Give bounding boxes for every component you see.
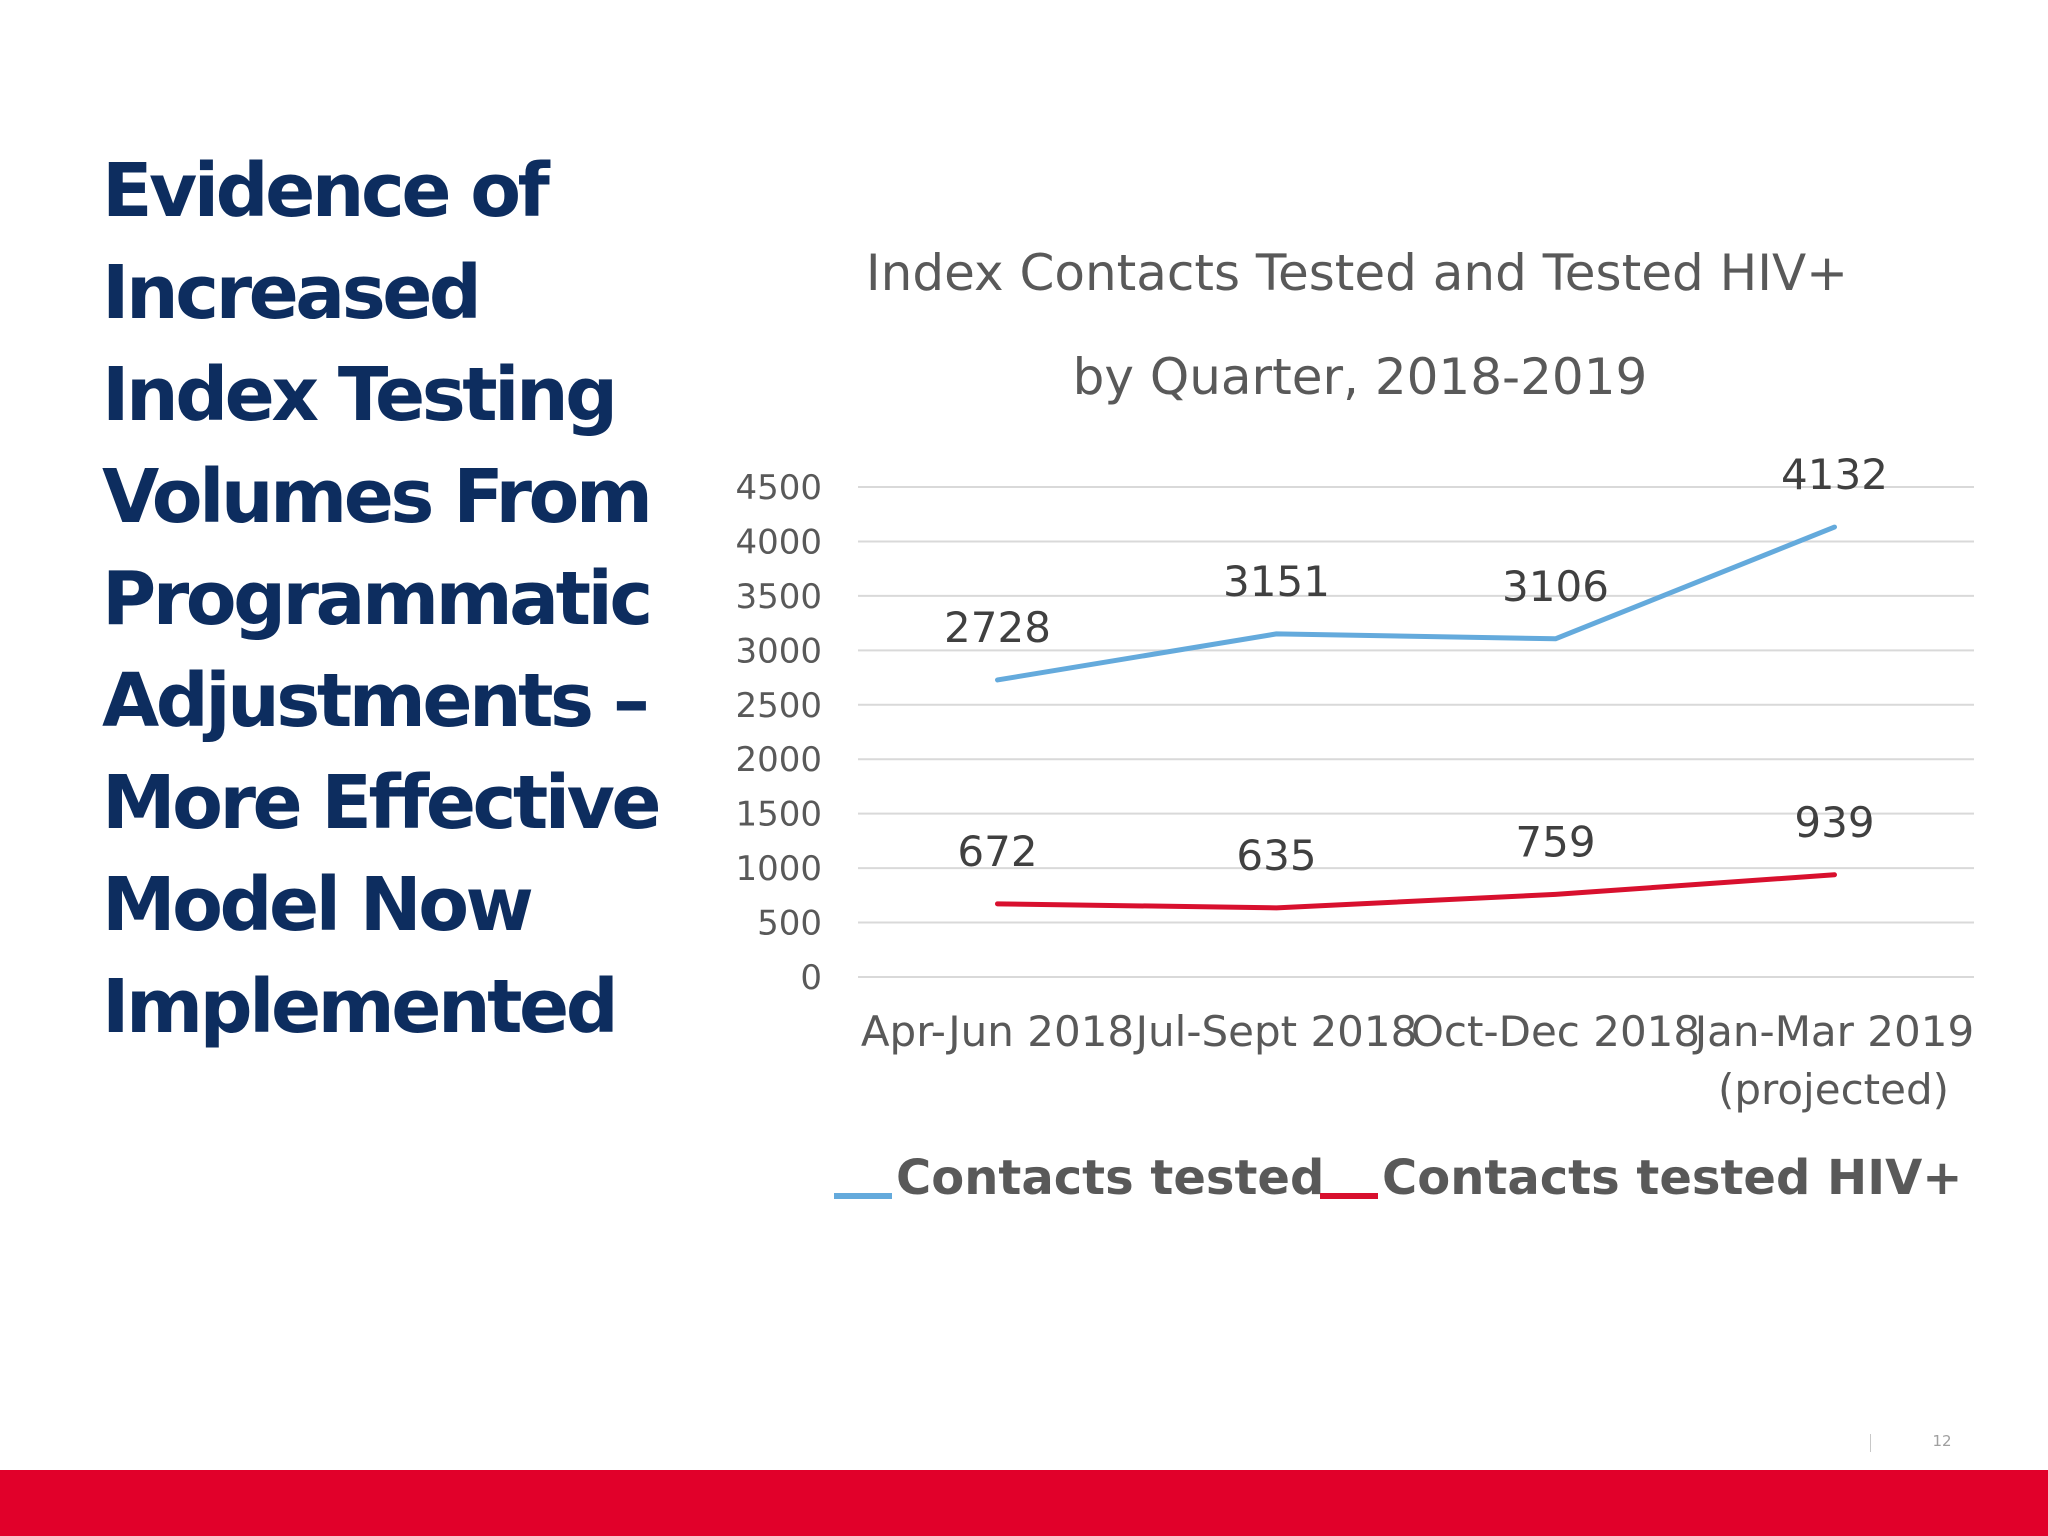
- slide-title-line: Adjustments –: [102, 658, 650, 744]
- data-label: 4132: [1781, 450, 1888, 499]
- page-number-divider: [1870, 1434, 1871, 1452]
- y-tick-label: 500: [757, 904, 822, 944]
- footer-bar: [0, 1470, 2048, 1536]
- slide-title-line: Model Now: [102, 862, 534, 948]
- slide-title-line: Programmatic: [102, 556, 653, 642]
- slide-title-line: Volumes From: [102, 454, 653, 540]
- y-tick-label: 3000: [735, 631, 822, 671]
- x-tick-label: Oct-Dec 2018: [1411, 1007, 1700, 1056]
- x-tick-label: Apr-Jun 2018: [861, 1007, 1134, 1056]
- data-label: 2728: [944, 603, 1051, 652]
- legend-label: Contacts tested: [896, 1150, 1324, 1206]
- y-tick-label: 3500: [735, 577, 822, 617]
- data-label: 635: [1236, 831, 1316, 880]
- x-tick-label: (projected): [1718, 1065, 1949, 1114]
- series-line-contacts-tested: [995, 524, 1837, 683]
- data-label: 759: [1515, 817, 1595, 866]
- chart-title: Index Contacts Tested and Tested HIV+: [866, 244, 1848, 302]
- slide-title-line: Increased: [102, 250, 482, 336]
- x-tick-label: Jul-Sept 2018: [1133, 1007, 1418, 1056]
- slide-title: Evidence of Increased Index Testing Volumes…: [102, 140, 702, 1058]
- slide-title-line: Implemented: [102, 964, 619, 1050]
- y-tick-label: 4500: [735, 468, 822, 508]
- line-chart: Index Contacts Tested and Tested HIV+ by …: [735, 244, 1974, 1206]
- slide-title-line: More Effective: [102, 760, 662, 846]
- y-tick-label: 1500: [735, 795, 822, 835]
- chart-subtitle: by Quarter, 2018-2019: [1073, 348, 1648, 406]
- series-line-contacts-tested-hiv-positive: [995, 872, 1837, 911]
- slide-title-line: Index Testing: [102, 352, 618, 438]
- data-label: 939: [1794, 798, 1874, 847]
- y-tick-label: 1000: [735, 849, 822, 889]
- x-tick-label: Jan-Mar 2019: [1692, 1007, 1974, 1056]
- slide-title-line: Evidence of: [102, 148, 550, 234]
- y-tick-label: 4000: [735, 522, 822, 562]
- legend-label: Contacts tested HIV+: [1382, 1150, 1962, 1206]
- y-tick-label: 2000: [735, 740, 822, 780]
- data-label: 3106: [1502, 562, 1609, 611]
- data-label: 672: [957, 827, 1037, 876]
- y-tick-label: 0: [800, 958, 822, 998]
- y-tick-label: 2500: [735, 686, 822, 726]
- data-label: 3151: [1223, 557, 1330, 606]
- page-number: 12: [1932, 1432, 1952, 1450]
